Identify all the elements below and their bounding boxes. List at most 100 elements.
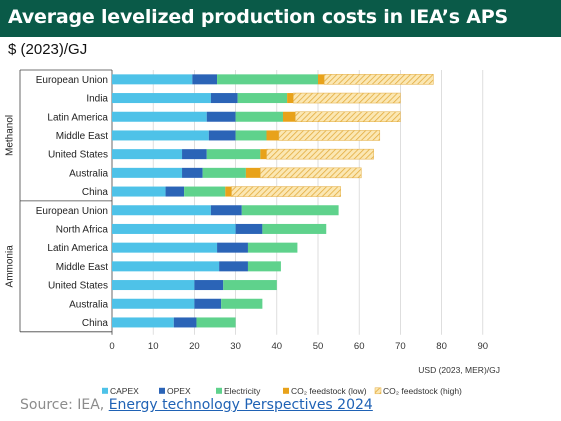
bar-segment [112, 261, 220, 272]
legend-label: CAPEX [110, 386, 139, 396]
unit-label: $ (2023)/GJ [8, 41, 88, 58]
bar-segment [112, 74, 193, 85]
bar-segment [235, 130, 267, 141]
x-tick-label: 50 [313, 341, 324, 352]
bar-segment [173, 317, 197, 328]
bar-segment [217, 74, 318, 85]
x-tick-label: 30 [230, 341, 241, 352]
bar-segment [210, 205, 242, 216]
category-label: China [82, 187, 109, 198]
bar-segment [293, 92, 401, 104]
legend-label: Electricity [224, 386, 261, 396]
category-label: India [86, 94, 108, 105]
legend-label: CO₂ feedstock (high) [383, 386, 462, 396]
bar-segment [262, 223, 327, 234]
bar-segment [112, 130, 209, 141]
x-tick-label: 40 [272, 341, 283, 352]
title-banner: Average levelized production costs in IE… [0, 0, 561, 37]
bar-segment [194, 298, 222, 309]
bar-segment [192, 74, 218, 85]
bar-segment [260, 167, 362, 179]
source-prefix: Source: IEA, [20, 397, 109, 413]
x-tick-label: 20 [189, 341, 200, 352]
bar-segment [237, 93, 288, 104]
bar-segment [210, 93, 238, 104]
bar-segment [287, 93, 294, 104]
category-label: Latin America [47, 112, 108, 123]
x-tick-label: 90 [478, 341, 489, 352]
bar-segment [241, 205, 339, 216]
bar-segment [206, 111, 236, 122]
bar-segment [278, 130, 381, 141]
x-tick-label: 80 [436, 341, 447, 352]
bar-segment [112, 167, 183, 178]
bar-segment [295, 111, 401, 122]
bar-segment [112, 149, 183, 160]
group-label-methanol: Methanol [5, 115, 16, 156]
bar-segment [266, 130, 279, 141]
category-label: United States [48, 281, 108, 292]
bar-segment [196, 317, 236, 328]
bar-segment [184, 186, 226, 197]
legend-swatch [102, 387, 108, 394]
category-label: Middle East [56, 131, 108, 142]
bar-segment [112, 93, 211, 104]
bar-segment [165, 186, 185, 197]
x-tick-label: 70 [395, 341, 406, 352]
bar-segment [223, 280, 277, 291]
bar-segment [202, 167, 246, 178]
bar-segment [112, 205, 211, 216]
source-link[interactable]: Energy technology Perspectives 2024 [108, 397, 373, 413]
bar-segment [282, 111, 296, 122]
bar-segment [217, 242, 248, 253]
x-tick-label: 0 [109, 341, 114, 352]
bar-segment [208, 130, 236, 141]
bar-segment [235, 223, 263, 234]
bar-segment [182, 167, 203, 178]
category-label: European Union [36, 75, 108, 86]
bar-segment [323, 74, 434, 85]
bar-segment [206, 149, 261, 160]
bar-segment [112, 186, 166, 197]
bar-segment [112, 298, 195, 309]
legend-swatch [159, 387, 165, 394]
category-label: North Africa [56, 224, 109, 235]
bar-segment [221, 298, 263, 309]
category-label: Middle East [56, 262, 108, 273]
bar-segment [247, 242, 298, 253]
chart-title: Average levelized production costs in IE… [8, 6, 509, 28]
category-label: Australia [69, 299, 108, 310]
legend-swatch [216, 387, 222, 394]
x-axis-label: USD (2023, MER)/GJ [418, 365, 500, 375]
bar-segment [266, 148, 374, 160]
bar-segment [225, 186, 232, 197]
stacked-bar-chart: Methanol Ammonia European Union India Latin … [5, 69, 500, 396]
bar-segment [219, 261, 248, 272]
bar-segment [235, 111, 283, 122]
bar-segment [112, 280, 195, 291]
category-label: European Union [36, 206, 108, 217]
legend-label: OPEX [167, 386, 191, 396]
bar-segment [112, 111, 207, 122]
category-label: Latin America [47, 243, 108, 254]
x-tick-label: 10 [148, 341, 159, 352]
bar-segment [112, 223, 236, 234]
x-tick-label: 60 [354, 341, 365, 352]
bar-segment [231, 186, 341, 197]
bar-segment [112, 242, 218, 253]
legend-swatch [283, 387, 289, 394]
group-label-ammonia: Ammonia [5, 245, 16, 288]
category-label: China [82, 318, 109, 329]
bar-segment [247, 261, 281, 272]
bar-segment [260, 149, 267, 160]
bar-segment [194, 280, 224, 291]
legend-swatch [374, 387, 382, 395]
bar-segment [112, 317, 174, 328]
category-label: United States [48, 150, 108, 161]
category-label: Australia [69, 168, 108, 179]
bar-segment [182, 149, 207, 160]
source-line: Source: IEA, Energy technology Perspecti… [20, 397, 373, 413]
legend-label: CO₂ feedstock (low) [291, 386, 367, 396]
bar-segment [245, 167, 261, 178]
bar-segment [318, 74, 325, 85]
